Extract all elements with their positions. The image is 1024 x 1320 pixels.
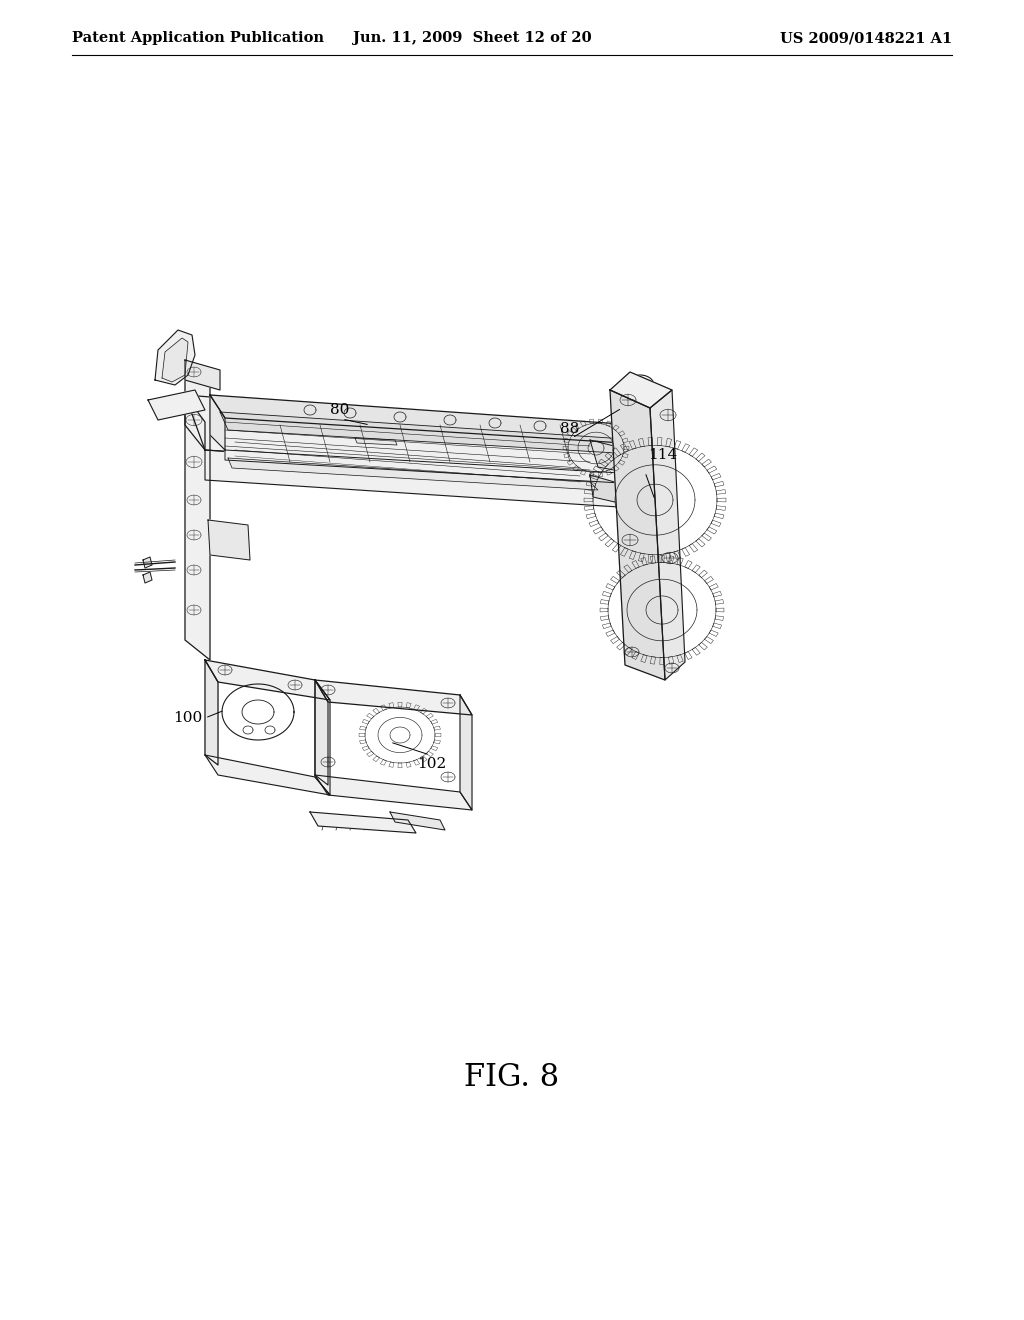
Polygon shape <box>185 395 665 480</box>
Polygon shape <box>143 572 152 583</box>
Polygon shape <box>205 660 330 700</box>
Polygon shape <box>205 450 665 510</box>
Polygon shape <box>148 389 205 420</box>
Polygon shape <box>460 696 472 810</box>
Polygon shape <box>355 438 397 445</box>
Polygon shape <box>185 395 205 450</box>
Polygon shape <box>590 440 640 475</box>
Polygon shape <box>610 372 672 408</box>
Polygon shape <box>228 458 598 490</box>
Text: 80: 80 <box>331 403 349 417</box>
Polygon shape <box>590 475 628 506</box>
Text: 88: 88 <box>560 422 580 436</box>
Polygon shape <box>315 775 472 810</box>
Text: FIG. 8: FIG. 8 <box>465 1061 559 1093</box>
Polygon shape <box>210 395 655 445</box>
Polygon shape <box>310 812 416 833</box>
Polygon shape <box>315 680 472 715</box>
Polygon shape <box>205 660 218 766</box>
Polygon shape <box>610 389 665 680</box>
Polygon shape <box>185 360 210 660</box>
Polygon shape <box>225 450 655 484</box>
Text: Patent Application Publication: Patent Application Publication <box>72 30 324 45</box>
Polygon shape <box>185 360 220 389</box>
Text: 100: 100 <box>173 711 202 725</box>
Polygon shape <box>208 520 250 560</box>
Text: 102: 102 <box>418 756 446 771</box>
Text: Jun. 11, 2009  Sheet 12 of 20: Jun. 11, 2009 Sheet 12 of 20 <box>352 30 591 45</box>
Polygon shape <box>205 755 330 795</box>
Polygon shape <box>315 680 330 795</box>
Polygon shape <box>390 812 445 830</box>
Polygon shape <box>162 338 188 381</box>
Text: US 2009/0148221 A1: US 2009/0148221 A1 <box>779 30 952 45</box>
Polygon shape <box>650 389 685 680</box>
Polygon shape <box>315 680 328 785</box>
Polygon shape <box>220 412 650 455</box>
Polygon shape <box>210 395 225 450</box>
Text: 114: 114 <box>648 447 677 462</box>
Polygon shape <box>143 557 152 568</box>
Polygon shape <box>155 330 195 385</box>
